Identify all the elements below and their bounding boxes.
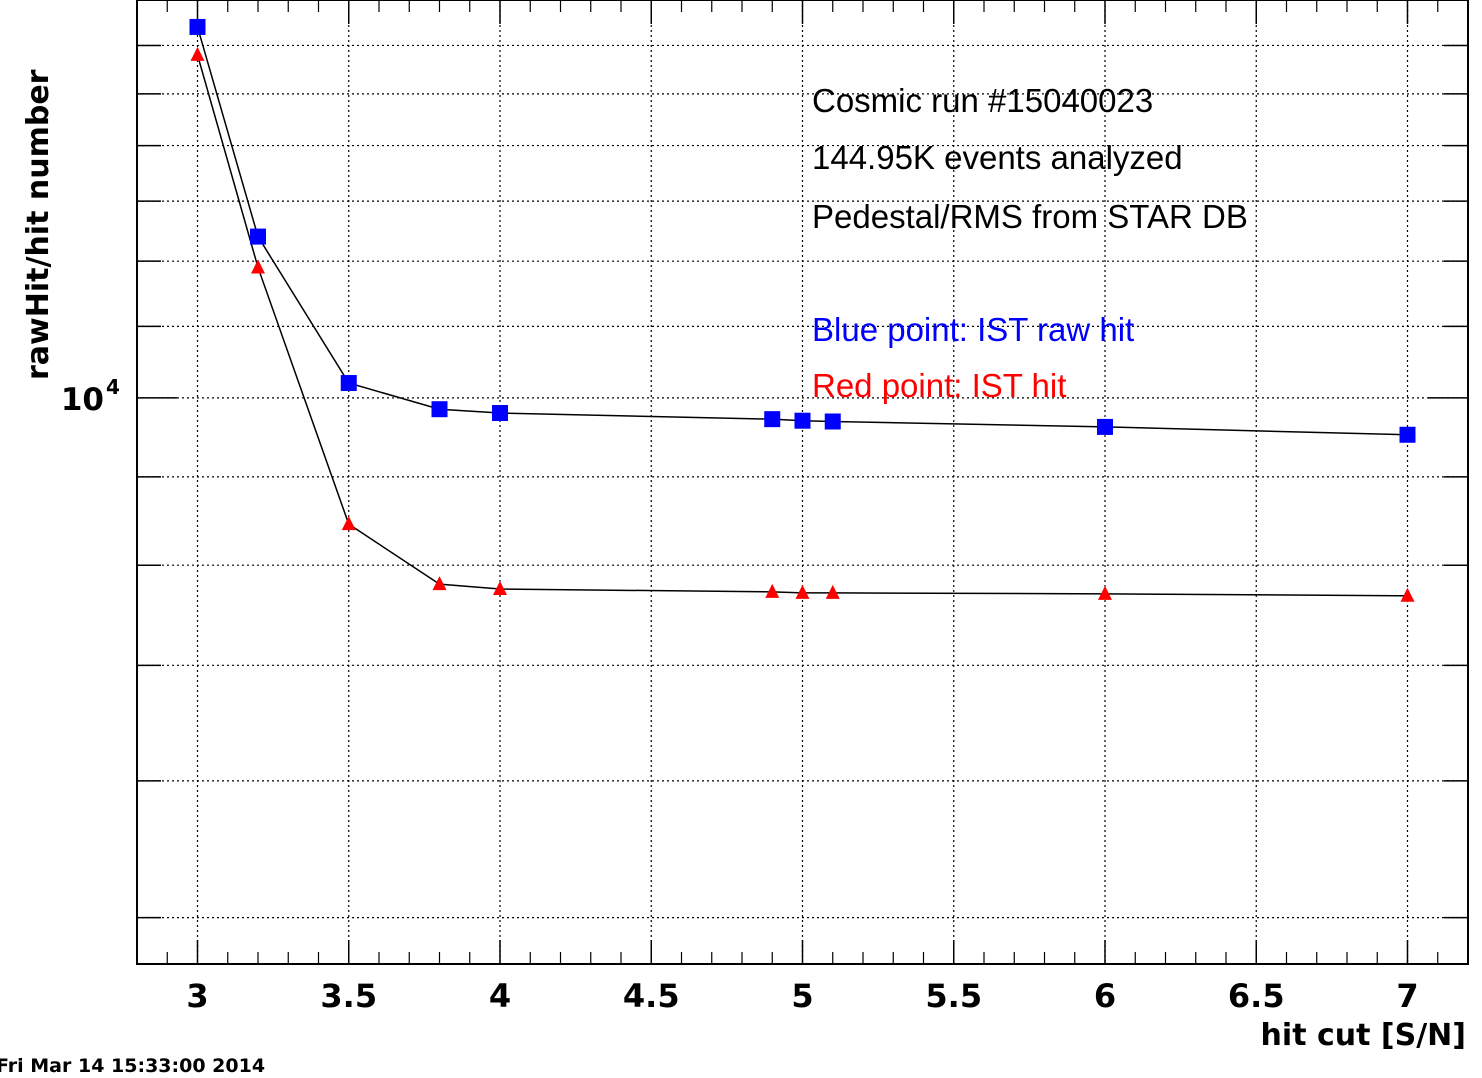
data-point-square [189, 18, 206, 35]
x-tick-label: 3 [186, 977, 208, 1015]
data-point-triangle [795, 584, 810, 599]
x-tick-label: 5.5 [925, 977, 982, 1015]
series-line [196, 26, 1408, 436]
grid [137, 0, 1468, 964]
series-markers [189, 18, 1416, 602]
data-point-triangle [1400, 587, 1415, 602]
x-axis-label: hit cut [S/N] [1261, 1018, 1466, 1053]
annotation-text: Cosmic run #15040023 [812, 82, 1153, 119]
plot-frame [136, 0, 1469, 965]
x-tick-label: 6.5 [1228, 977, 1285, 1015]
annotation-text: Pedestal/RMS from STAR DB [812, 198, 1248, 235]
data-point-triangle [251, 259, 265, 274]
timestamp: Fri Mar 14 15:33:00 2014 [0, 1055, 265, 1077]
x-tick-label: 5 [791, 977, 813, 1015]
data-point-square [1097, 418, 1113, 435]
data-point-triangle [825, 584, 840, 599]
data-point-square [492, 405, 508, 422]
y-axis-label: rawHit/hit number [21, 69, 56, 380]
data-point-square [764, 411, 781, 428]
y-tick-label-exponent: 4 [106, 375, 120, 399]
data-point-triangle [765, 583, 780, 598]
x-tick-labels: 3 3.5 4 4.5 5 5.5 6 6.5 7 [186, 977, 1418, 1015]
data-point-triangle [341, 516, 356, 531]
annotation-text: Blue point: IST raw hit [812, 311, 1134, 348]
x-tick-label: 7 [1396, 977, 1418, 1015]
data-point-square [250, 228, 266, 245]
x-tick-label: 4.5 [623, 977, 680, 1015]
data-point-triangle [1098, 585, 1112, 600]
x-tick-label: 3.5 [320, 977, 377, 1015]
data-point-triangle [493, 580, 507, 595]
x-tick-label: 4 [489, 977, 511, 1015]
y-tick-label-base: 10 [61, 382, 104, 418]
annotation-text: 144.95K events analyzed [812, 139, 1183, 176]
data-point-triangle [190, 46, 205, 61]
y-tick-labels: 10 4 [61, 375, 120, 418]
series-line [196, 54, 1408, 597]
data-point-square [1399, 426, 1416, 443]
data-point-square [431, 401, 448, 418]
data-point-square [340, 375, 357, 392]
data-point-square [794, 412, 811, 429]
x-tick-label: 6 [1094, 977, 1116, 1015]
data-point-square [824, 413, 841, 430]
axis-ticks [137, 0, 1468, 964]
series-lines [196, 26, 1408, 597]
data-point-triangle [432, 576, 447, 591]
annotations: Cosmic run #15040023 144.95K events analy… [812, 82, 1248, 404]
annotation-text: Red point: IST hit [812, 367, 1066, 404]
